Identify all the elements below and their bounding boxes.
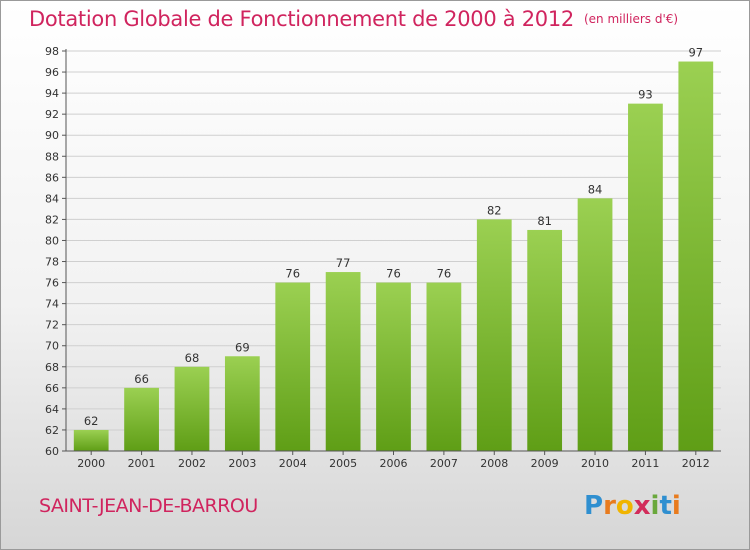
y-tick-label: 72 — [45, 319, 59, 332]
chart-title-text: Dotation Globale de Fonctionnement de 20… — [29, 7, 574, 31]
y-tick-label: 74 — [45, 298, 59, 311]
x-tick-label: 2001 — [128, 457, 156, 470]
x-tick-label: 2002 — [178, 457, 206, 470]
bar — [426, 282, 462, 451]
bar-value-label: 77 — [336, 256, 351, 270]
bar-value-label: 97 — [688, 46, 703, 60]
bar — [124, 387, 159, 451]
bar-value-label: 76 — [285, 267, 300, 281]
y-tick-label: 68 — [45, 361, 59, 374]
logo-letter: i — [650, 491, 660, 521]
logo-letter: i — [671, 491, 681, 521]
chart-title: Dotation Globale de Fonctionnement de 20… — [29, 7, 678, 31]
bar-value-label: 84 — [588, 182, 603, 196]
bars: 62 66 68 69 76 77 76 76 82 81 84 93 97 — [73, 46, 714, 452]
bar — [174, 366, 210, 451]
x-tick-label: 2003 — [228, 457, 256, 470]
bar — [678, 61, 714, 452]
logo-letter: o — [615, 491, 634, 521]
bar-value-label: 82 — [487, 203, 502, 217]
x-tick-label: 2007 — [430, 457, 458, 470]
axes: 60 62 64 66 68 70 72 74 76 78 80 82 84 86 88 90 92 94 96 98… — [45, 45, 721, 470]
y-tick-label: 90 — [45, 129, 59, 142]
bar-value-label: 76 — [386, 267, 401, 281]
bar — [275, 282, 311, 451]
proxiti-logo[interactable]: Proxiti — [584, 491, 681, 521]
bar — [628, 103, 663, 451]
logo-letter: x — [633, 491, 651, 521]
bar — [325, 272, 361, 451]
bar-value-label: 69 — [235, 340, 250, 354]
bar — [224, 356, 260, 451]
y-tick-label: 98 — [45, 45, 59, 58]
y-tick-label: 70 — [45, 340, 59, 353]
logo-letter: r — [603, 491, 616, 521]
x-tick-label: 2006 — [380, 457, 408, 470]
bar-value-label: 93 — [638, 88, 653, 102]
y-tick-label: 62 — [45, 424, 59, 437]
bar-value-label: 66 — [134, 372, 149, 386]
y-tick-label: 78 — [45, 256, 59, 269]
x-tick-label: 2008 — [480, 457, 508, 470]
bar-value-label: 68 — [185, 351, 200, 365]
x-tick-label: 2010 — [581, 457, 609, 470]
unit-note: (en milliers d'€) — [583, 12, 679, 26]
y-tick-label: 96 — [45, 66, 59, 79]
y-tick-label: 80 — [45, 234, 59, 247]
bar-value-label: 62 — [84, 414, 99, 428]
y-tick-label: 86 — [45, 171, 59, 184]
x-tick-label: 2005 — [329, 457, 357, 470]
bar — [73, 429, 109, 451]
y-tick-label: 88 — [45, 150, 59, 163]
x-tick-label: 2011 — [631, 457, 659, 470]
x-tick-label: 2012 — [682, 457, 710, 470]
x-tick-label: 2009 — [531, 457, 559, 470]
x-tick-label: 2000 — [77, 457, 105, 470]
y-tick-label: 66 — [45, 382, 59, 395]
logo-letter: t — [659, 491, 672, 521]
y-tick-label: 60 — [45, 445, 59, 458]
y-tick-label: 84 — [45, 192, 59, 205]
bar — [476, 219, 512, 451]
bar-value-label: 81 — [537, 214, 552, 228]
y-tick-label: 64 — [45, 403, 59, 416]
y-tick-label: 76 — [45, 277, 59, 290]
y-tick-label: 92 — [45, 108, 59, 121]
x-tick-label: 2004 — [279, 457, 307, 470]
y-tick-label: 94 — [45, 87, 59, 100]
y-tick-label: 82 — [45, 213, 59, 226]
bar — [376, 282, 411, 451]
bar — [577, 198, 613, 451]
bar — [527, 229, 563, 451]
logo-letter: P — [584, 491, 604, 521]
commune-name: SAINT-JEAN-DE-BARROU — [39, 495, 258, 517]
bar-value-label: 76 — [437, 267, 452, 281]
